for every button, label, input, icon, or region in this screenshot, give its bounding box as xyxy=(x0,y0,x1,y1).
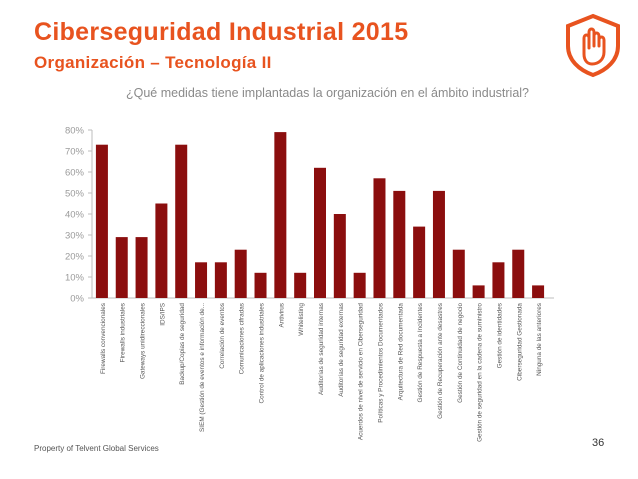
x-tick-label: Gateways unidireccionales xyxy=(140,303,147,379)
page-number: 36 xyxy=(592,437,605,449)
bar xyxy=(413,226,426,298)
x-tick-label: Correlación de eventos xyxy=(219,303,226,369)
bar xyxy=(532,285,545,298)
bar xyxy=(254,272,267,298)
bar xyxy=(452,249,465,298)
x-tick-label: Control de aplicaciones industriales xyxy=(259,303,266,404)
bar xyxy=(393,190,406,298)
y-tick-label: 0% xyxy=(70,294,84,305)
bar xyxy=(274,132,287,298)
slide-subtitle: Organización – Tecnología II xyxy=(34,53,272,72)
bar xyxy=(314,167,326,298)
bar xyxy=(195,262,208,298)
y-tick-label: 50% xyxy=(65,189,85,200)
x-tick-label: Ninguna de las anteriores xyxy=(536,303,543,376)
x-tick-label: IDS/IPS xyxy=(159,303,166,326)
x-tick-label: Gestión de identidades xyxy=(496,303,503,368)
x-tick-label: Gestión de Respuesta a Incidentes xyxy=(417,303,424,402)
y-tick-label: 70% xyxy=(65,147,85,158)
bar xyxy=(512,249,525,298)
bar xyxy=(432,190,445,298)
bar xyxy=(214,262,227,298)
x-tick-label: Auditorías de seguridad externas xyxy=(338,303,345,397)
footer-text: Property of Telvent Global Services xyxy=(34,444,159,453)
bar xyxy=(333,214,346,298)
bar xyxy=(135,237,148,298)
bar xyxy=(294,272,307,298)
bar xyxy=(95,144,108,298)
x-tick-label: Auditorías de seguridad internas xyxy=(318,303,325,395)
y-tick-label: 10% xyxy=(65,273,85,284)
x-tick-label: Antivirus xyxy=(278,303,285,328)
slide-title: Ciberseguridad Industrial 2015 xyxy=(34,18,409,46)
y-tick-label: 40% xyxy=(65,210,85,221)
y-tick-label: 80% xyxy=(65,126,85,137)
y-tick-label: 30% xyxy=(65,231,85,242)
y-tick-label: 60% xyxy=(65,168,85,179)
x-tick-label: SIEM (Gestión de eventos e información d… xyxy=(199,303,206,432)
bar xyxy=(492,262,505,298)
x-tick-label: Backup/Copias de seguridad xyxy=(179,303,186,385)
x-tick-label: Arquitectura de Red documentada xyxy=(397,303,404,401)
bar xyxy=(234,249,247,298)
shield-hand-icon xyxy=(566,13,620,78)
x-tick-label: Gestión de Continuidad de negocio xyxy=(457,303,464,403)
x-tick-label: Firewalls industriales xyxy=(120,303,127,362)
y-tick-label: 20% xyxy=(65,252,85,263)
bar xyxy=(472,285,485,298)
x-tick-label: Ciberseguridad Gestionada xyxy=(516,303,523,381)
x-tick-label: Whitelisting xyxy=(298,303,305,336)
bar xyxy=(373,178,386,298)
bar xyxy=(155,203,168,298)
x-tick-label: Políticas y Procedimientos Documentados xyxy=(377,303,384,423)
x-tick-label: Firewalls convencionales xyxy=(100,303,107,374)
bar xyxy=(115,237,128,298)
chart-question: ¿Qué medidas tiene implantadas la organi… xyxy=(126,86,530,100)
x-tick-label: Gestión de Recuperación ante desastres xyxy=(437,303,444,419)
x-tick-label: Acuerdos de nivel de servicio en Ciberse… xyxy=(358,303,365,441)
bar xyxy=(175,144,188,298)
x-tick-label: Gestión de seguridad en la cadena de sum… xyxy=(477,303,484,442)
x-tick-label: Comunicaciones cifradas xyxy=(239,303,246,374)
bar xyxy=(353,272,366,298)
